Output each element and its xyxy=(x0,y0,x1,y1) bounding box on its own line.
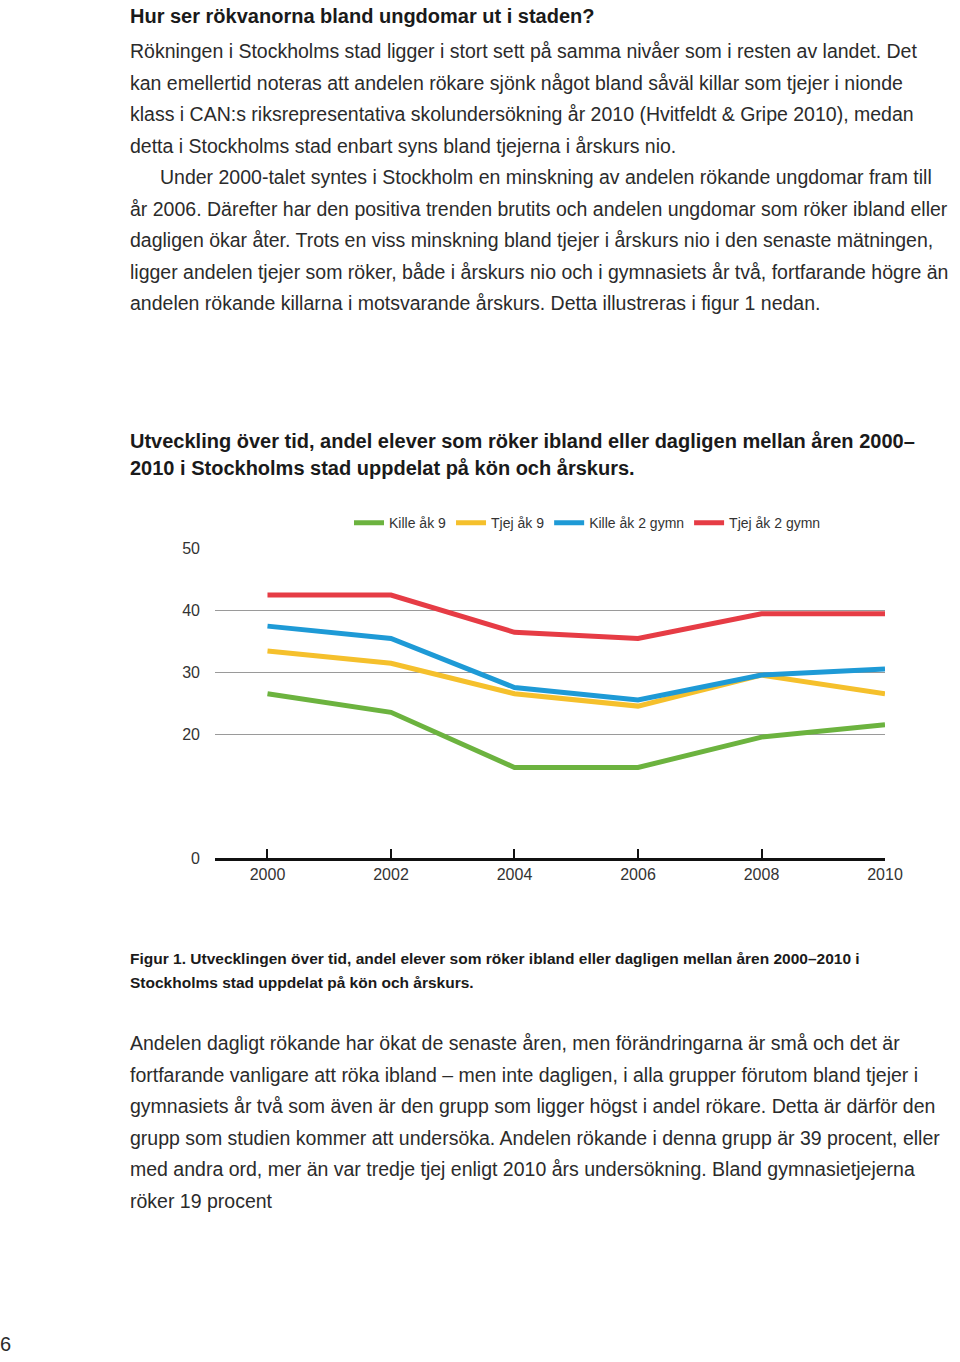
svg-text:20: 20 xyxy=(182,726,200,743)
svg-text:50: 50 xyxy=(182,540,200,557)
html-text:Rökningen i Stockholms stad li: Rökningen i Stockholms stad ligger i sto… xyxy=(130,40,917,157)
html-text:Andelen dagligt rökande har ök: Andelen dagligt rökande har ökat de sena… xyxy=(130,1032,940,1212)
svg-text:2000: 2000 xyxy=(250,866,286,883)
html-text:6: 6 xyxy=(0,1333,12,1355)
html-text:Hur ser rökvanorna bland ungdo: Hur ser rökvanorna bland ungdomar ut i s… xyxy=(130,5,595,27)
svg-text:30: 30 xyxy=(182,664,200,681)
svg-text:Kille åk 9: Kille åk 9 xyxy=(389,515,446,531)
html-text:Figur 1. Utvecklingen över tid: Figur 1. Utvecklingen över tid, andel el… xyxy=(130,950,860,991)
svg-text:2006: 2006 xyxy=(620,866,656,883)
svg-text:40: 40 xyxy=(182,602,200,619)
svg-text:2010: 2010 xyxy=(867,866,903,883)
svg-text:Tjej åk 9: Tjej åk 9 xyxy=(491,515,544,531)
svg-text:2002: 2002 xyxy=(373,866,409,883)
svg-text:2004: 2004 xyxy=(497,866,533,883)
svg-text:Tjej åk 2 gymn: Tjej åk 2 gymn xyxy=(729,515,820,531)
html-text:Utveckling över tid, andel ele: Utveckling över tid, andel elever som rö… xyxy=(130,430,915,479)
html-text:Under 2000-talet syntes i Stoc: Under 2000-talet syntes i Stockholm en m… xyxy=(130,166,949,314)
svg-text:Kille åk 2 gymn: Kille åk 2 gymn xyxy=(589,515,684,531)
svg-text:0: 0 xyxy=(191,850,200,867)
svg-text:2008: 2008 xyxy=(744,866,780,883)
